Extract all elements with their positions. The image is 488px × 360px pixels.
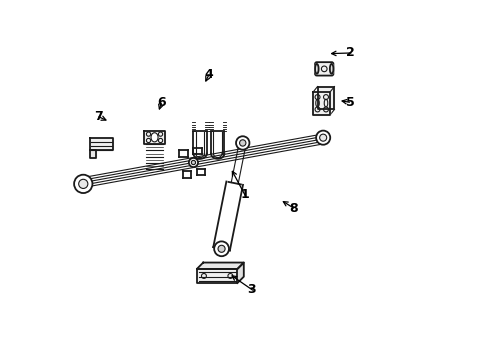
Circle shape <box>214 242 228 256</box>
Ellipse shape <box>329 64 333 74</box>
Circle shape <box>188 158 198 167</box>
Text: 4: 4 <box>204 68 213 81</box>
Ellipse shape <box>151 133 158 142</box>
Circle shape <box>319 134 326 141</box>
Polygon shape <box>197 269 237 283</box>
Polygon shape <box>317 86 334 109</box>
Circle shape <box>191 161 195 165</box>
Circle shape <box>236 136 249 150</box>
Text: 7: 7 <box>94 110 102 123</box>
Circle shape <box>315 131 329 145</box>
Text: 5: 5 <box>345 96 354 109</box>
Circle shape <box>239 140 245 146</box>
Text: 6: 6 <box>157 96 165 109</box>
Text: 1: 1 <box>240 188 248 201</box>
Polygon shape <box>197 262 244 269</box>
Circle shape <box>218 245 224 252</box>
FancyBboxPatch shape <box>314 62 333 76</box>
Text: 3: 3 <box>247 283 255 296</box>
Polygon shape <box>313 92 329 115</box>
Polygon shape <box>237 262 244 283</box>
Ellipse shape <box>314 64 318 74</box>
Polygon shape <box>143 131 165 144</box>
Circle shape <box>74 175 92 193</box>
Polygon shape <box>90 138 113 150</box>
Circle shape <box>79 179 88 189</box>
Text: 8: 8 <box>289 202 298 215</box>
Polygon shape <box>90 150 96 158</box>
Text: 2: 2 <box>345 46 354 59</box>
